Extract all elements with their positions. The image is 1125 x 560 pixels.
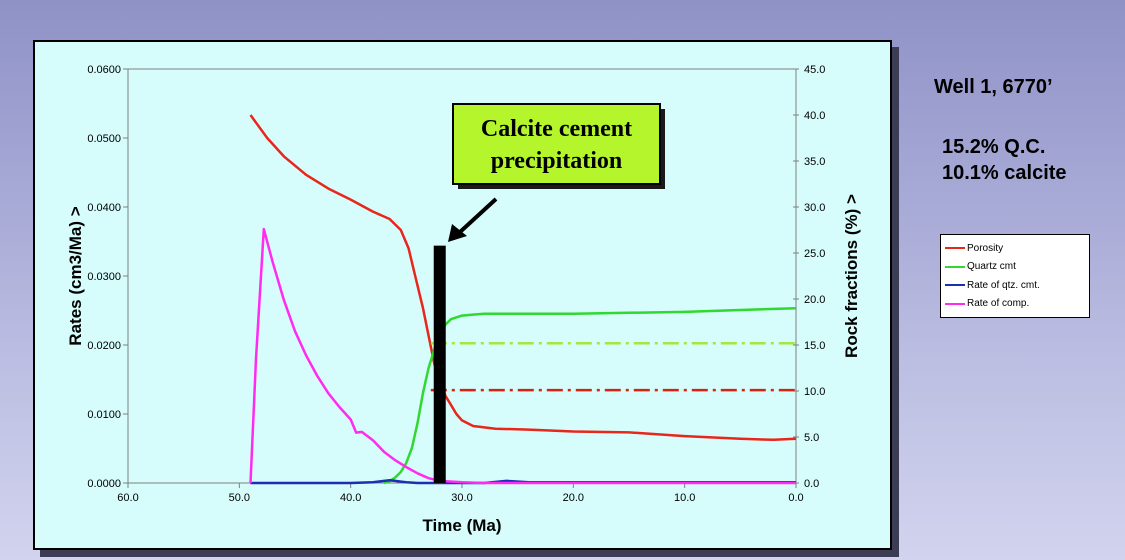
y2-tick-label: 5.0 — [804, 432, 819, 444]
y2-axis-title: Rock fractions (%) > — [842, 194, 861, 358]
x-tick-label: 30.0 — [451, 492, 472, 504]
y-tick-label: 0.0500 — [87, 133, 121, 145]
callout-arrow-shaft — [458, 197, 498, 234]
callout-box — [452, 103, 661, 185]
legend-label: Rate of qtz. cmt. — [967, 279, 1040, 291]
x-tick-label: 60.0 — [117, 492, 138, 504]
y2-tick-label: 40.0 — [804, 110, 825, 122]
y-axis-title: Rates (cm3/Ma) > — [66, 206, 85, 345]
chart-legend: Porosity Quartz cmt Rate of qtz. cmt. Ra… — [940, 234, 1090, 318]
y2-tick-label: 0.0 — [804, 478, 819, 490]
chart-svg: 0.00000.01000.02000.03000.04000.05000.06… — [66, 64, 861, 535]
x-tick-label: 10.0 — [674, 492, 695, 504]
y2-tick-label: 30.0 — [804, 202, 825, 214]
y-tick-label: 0.0000 — [87, 478, 121, 490]
legend-label: Quartz cmt — [967, 261, 1016, 273]
y2-tick-label: 25.0 — [804, 248, 825, 260]
x-tick-label: 40.0 — [340, 492, 361, 504]
legend-swatch — [945, 302, 965, 305]
x-axis-title: Time (Ma) — [422, 516, 501, 535]
y2-tick-label: 35.0 — [804, 156, 825, 168]
callout-line1: Calcite cement — [481, 116, 632, 142]
y-tick-label: 0.0100 — [87, 409, 121, 421]
legend-swatch — [945, 265, 965, 268]
well-title: Well 1, 6770’ — [934, 76, 1053, 98]
legend-item-rate-qtz: Rate of qtz. cmt. — [945, 276, 1085, 295]
legend-swatch — [945, 247, 965, 250]
series-rate-of-comp — [249, 227, 796, 485]
y2-tick-label: 45.0 — [804, 64, 825, 76]
legend-swatch — [945, 284, 965, 287]
x-tick-label: 0.0 — [788, 492, 803, 504]
legend-label: Rate of comp. — [967, 298, 1030, 310]
y-tick-label: 0.0600 — [87, 64, 121, 76]
chart-frame: 0.0000 0.0100 0.0200 0.0300 0.0400 0.0500 0.06… — [33, 40, 892, 550]
y-tick-label: 0.0200 — [87, 340, 121, 352]
callout-arrow-head — [448, 224, 467, 242]
y-tick-label: 0.0400 — [87, 202, 121, 214]
legend-item-porosity: Porosity — [945, 239, 1085, 258]
y2-tick-label: 15.0 — [804, 340, 825, 352]
x-tick-label: 20.0 — [563, 492, 584, 504]
y2-tick-label: 10.0 — [804, 386, 825, 398]
y-tick-label: 0.0300 — [87, 271, 121, 283]
legend-item-quartz-cmt: Quartz cmt — [945, 258, 1085, 277]
calcite-percent: 10.1% calcite — [942, 162, 1067, 184]
y2-tick-label: 20.0 — [804, 294, 825, 306]
legend-item-rate-comp: Rate of comp. — [945, 295, 1085, 314]
x-tick-label: 50.0 — [229, 492, 250, 504]
callout-line2: precipitation — [491, 148, 623, 174]
calcite-event-bar — [433, 245, 446, 483]
legend-label: Porosity — [967, 242, 1004, 254]
quartz-cement-percent: 15.2% Q.C. — [942, 136, 1046, 158]
